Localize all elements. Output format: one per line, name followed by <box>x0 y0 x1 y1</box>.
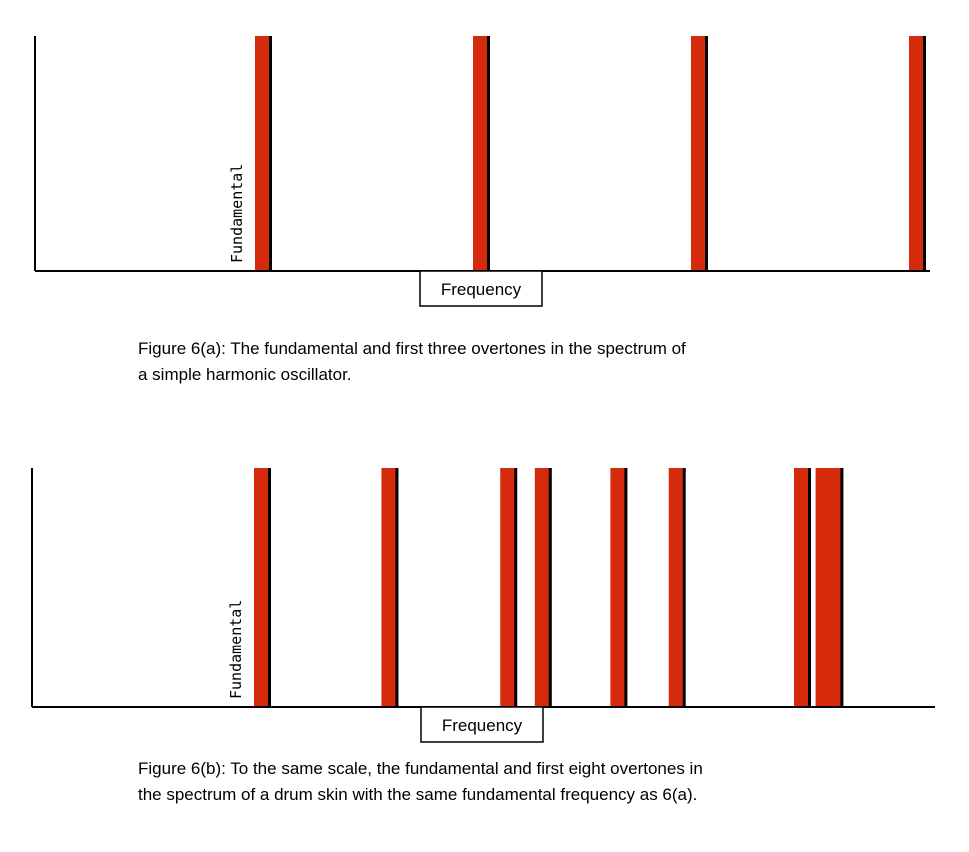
bar <box>610 468 625 707</box>
bar <box>255 36 269 271</box>
caption-b-line-1: Figure 6(b): To the same scale, the fund… <box>138 759 703 778</box>
caption-a-line-2: a simple harmonic oscillator. <box>138 365 352 384</box>
x-axis-label: Frequency <box>441 280 522 299</box>
caption-b: Figure 6(b): To the same scale, the fund… <box>138 756 838 808</box>
bar-label: Fundamental <box>228 164 246 263</box>
bar <box>473 36 487 271</box>
bar <box>815 468 830 707</box>
bar <box>534 468 549 707</box>
chart-a-svg: Fundamental Frequency <box>34 36 930 307</box>
bar <box>826 468 841 707</box>
bar <box>500 468 515 707</box>
caption-a-line-1: Figure 6(a): The fundamental and first t… <box>138 339 686 358</box>
chart-b: Fundamental Frequency <box>0 436 969 756</box>
bar <box>381 468 396 707</box>
bar <box>691 36 705 271</box>
bar <box>794 468 808 707</box>
caption-b-line-2: the spectrum of a drum skin with the sam… <box>138 785 698 804</box>
caption-a: Figure 6(a): The fundamental and first t… <box>138 336 838 388</box>
bar <box>668 468 683 707</box>
x-axis-label-box <box>420 706 544 743</box>
bar <box>254 468 268 707</box>
bar-label: Fundamental <box>227 600 245 699</box>
bar <box>909 36 923 271</box>
x-axis-label: Frequency <box>442 716 523 735</box>
chart-a: Fundamental Frequency <box>0 0 969 320</box>
chart-b-svg: Fundamental Frequency <box>31 468 935 743</box>
x-axis-label-box <box>419 270 543 307</box>
